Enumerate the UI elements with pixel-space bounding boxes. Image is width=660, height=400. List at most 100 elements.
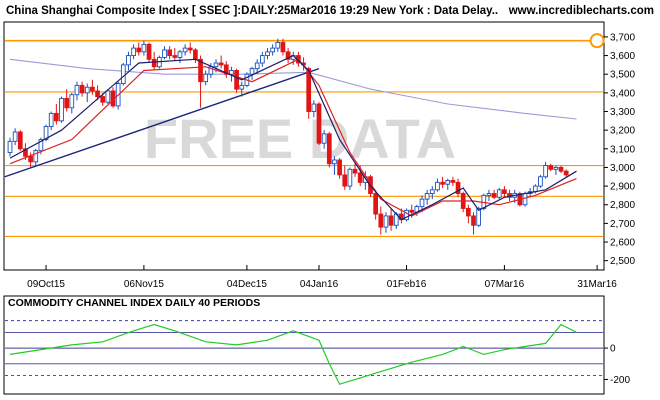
candle-body [347,168,353,187]
candle [326,132,332,168]
candle [306,66,312,119]
candle [352,163,358,177]
candle [502,186,507,198]
candle [466,204,471,224]
candle-body [69,94,75,109]
price-y-tick-label: 2,800 [610,200,635,211]
candle-body [424,193,430,200]
candle-body [383,215,389,228]
candle [172,48,178,62]
candle-body [234,70,239,90]
candle-body [17,131,23,150]
date-x-tick-label: 06Nov15 [124,279,164,290]
candle [187,42,193,54]
candle-body [177,51,183,58]
candle-body [378,213,384,228]
candle-body [100,96,106,103]
date-x-axis: 09Oct15 06Nov15 04Dec15 04Jan16 01Feb16 07Mar… [27,265,617,290]
candle [342,165,348,190]
candle-body [373,193,378,215]
candle [141,40,147,56]
candle-body [131,47,136,57]
candle-body [486,193,492,196]
candle-body [213,62,219,68]
candle-body [64,98,69,109]
cci-y-tick-label: 0 [610,344,616,355]
candle [388,208,394,231]
candle-body [543,165,548,178]
candle [553,165,559,175]
cci-reference-lines [5,320,603,376]
candle [131,44,136,60]
moving-average-lines [9,54,577,221]
price-y-tick-label: 3,400 [610,88,635,99]
site-link[interactable]: www.incrediblecharts.com [508,5,654,17]
candle [84,83,90,103]
candle [254,59,260,75]
candle-body [162,49,167,58]
candle [136,42,142,56]
alert-marker-icon [589,33,605,49]
candle-body [306,68,312,112]
candle [455,178,461,198]
candle [404,208,409,222]
candle [373,189,378,220]
candle-body [445,180,451,185]
candle [435,178,440,192]
candle [59,96,64,123]
candle [33,148,39,166]
price-y-tick-label: 3,700 [610,32,635,43]
candle [229,66,234,82]
candle-body [466,208,471,217]
price-y-tick-label: 2,500 [610,256,635,267]
candle-body [388,215,394,226]
candle [471,212,476,235]
candle-body [270,47,275,53]
price-panel [3,21,605,271]
watermark: FREE DATA [144,107,456,170]
candle-body [59,98,64,122]
candle-body [84,86,90,94]
candle-body [218,62,224,66]
candle-body [167,49,172,57]
candle [445,178,451,190]
candle [79,81,85,97]
candle-body [229,70,234,75]
indicator-title: COMMODITY CHANNEL INDEX DAILY 40 PERIODS [8,297,260,309]
chart-title: China Shanghai Composite Index [ SSEC ]:… [6,5,498,17]
candle-body [120,64,126,84]
candle-body [105,90,111,103]
date-x-tick-label: 31Mar16 [577,279,617,290]
candle [182,44,188,56]
candle-body [141,43,147,53]
price-y-tick-label: 3,200 [610,126,635,137]
candle [450,176,456,187]
candle [496,187,502,200]
price-y-axis: 3,700 3,600 3,500 3,400 3,300 3,200 3,100 3,000… [604,32,635,267]
candle-body [332,159,337,165]
candle [424,189,430,205]
candle-body [28,155,33,163]
candle-body [352,168,358,174]
candle [378,206,384,235]
candle [321,130,327,149]
candle-body [48,112,54,127]
candle-body [136,47,142,53]
ma-slow-path [9,58,577,217]
candle [558,165,564,174]
candle-body [522,193,528,206]
candle-body [12,131,18,142]
indicator-panel [3,295,605,395]
candle-body [558,166,564,172]
candle-body [455,181,461,194]
candle [239,81,245,97]
candle [203,70,209,86]
candle-body [187,47,193,51]
cci-line-group [9,323,577,385]
candle-body [275,42,281,49]
candle-body [440,181,445,185]
price-y-tick-label: 2,600 [610,238,635,249]
cci-y-axis: 0 -200 [604,344,630,386]
candle-body [79,84,85,94]
candle-body [491,193,497,198]
